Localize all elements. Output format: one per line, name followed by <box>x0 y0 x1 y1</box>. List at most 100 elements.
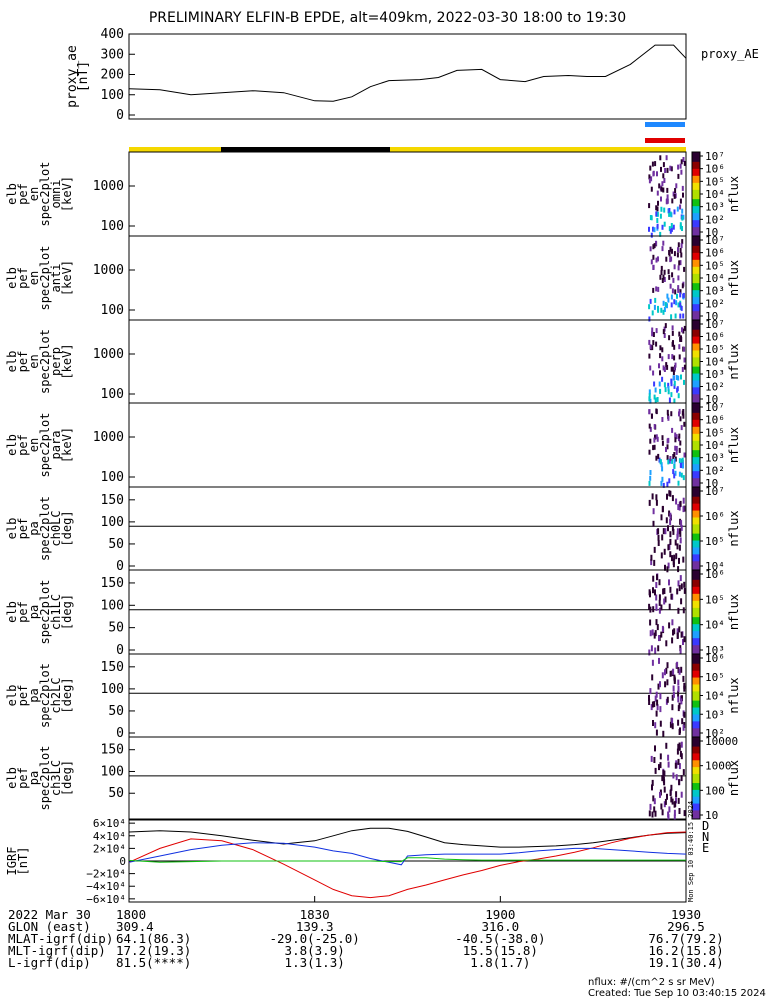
spectro-pixel <box>663 588 666 594</box>
spectro-pixel <box>674 313 677 319</box>
colorbar-swatch <box>692 768 700 772</box>
spectro-pixel <box>661 440 664 446</box>
spectro-pixel <box>653 304 656 310</box>
spectro-pixel <box>678 354 681 360</box>
spectro-pixel <box>671 427 674 433</box>
colorbar-swatch <box>692 540 700 543</box>
spectro-pixel <box>678 458 681 464</box>
spectro-pixel <box>649 688 652 695</box>
colorbar-swatch <box>692 734 700 738</box>
colorbar-swatch <box>692 727 700 731</box>
colorbar-tick-label: 10 <box>705 310 718 323</box>
colorbar-swatch <box>692 602 700 606</box>
spectro-pixel <box>670 226 673 232</box>
colorbar-swatch <box>692 373 700 376</box>
spectro-pixel <box>660 462 663 468</box>
spectro-pixel <box>655 619 658 626</box>
spectro-pixel <box>664 168 667 173</box>
spectro-pixel <box>669 456 672 461</box>
igrf-ytick-label: −4×10⁴ <box>86 880 126 893</box>
colorbar-tick-label: 10² <box>705 727 725 740</box>
spectro-pixel <box>652 720 654 726</box>
spectro-pixel <box>661 278 664 283</box>
spectro-pixel <box>676 528 679 535</box>
spectro-pixels <box>648 741 686 821</box>
spectro-pixel <box>667 754 670 761</box>
colorbar-swatch <box>692 746 700 749</box>
colorbar-swatch <box>692 778 700 781</box>
spectro-pixel <box>659 720 662 727</box>
spectro-ylabel-line: elb <box>5 767 19 789</box>
spectro-pixel <box>660 186 663 192</box>
spectro-pixel <box>680 169 683 175</box>
spectro-pixel <box>677 566 680 573</box>
spectro-ylabel-line: elb <box>5 183 19 205</box>
spectro-pixel <box>671 555 673 562</box>
colorbar-swatch <box>692 598 700 601</box>
spectro-pixel <box>655 409 658 415</box>
spectro-ylabel-line: en <box>27 271 41 285</box>
spectro-pixel <box>678 808 681 814</box>
spectro-pixel <box>663 801 666 808</box>
igrf-legend-N: N <box>702 830 709 844</box>
spectro-pixel <box>680 462 682 468</box>
colorbar-swatch <box>692 665 700 669</box>
spectro-pixel <box>667 544 670 551</box>
spectro-pixel <box>657 528 660 535</box>
colorbar-swatch <box>692 359 700 362</box>
colorbar-swatch <box>692 623 700 627</box>
spectro-pixel <box>679 302 682 308</box>
colorbar-swatch <box>692 189 700 193</box>
ae-ytick-label: 400 <box>101 27 124 42</box>
spectro-pixel <box>657 286 660 292</box>
spectro-pixel <box>649 591 651 598</box>
spectro-ytick-label: 0 <box>116 726 124 741</box>
colorbar-swatch <box>692 219 700 223</box>
spectro-pixel <box>676 748 679 755</box>
spectro-pixel <box>653 394 656 400</box>
colorbar-swatch <box>692 154 700 158</box>
spectro-pixel <box>661 505 664 512</box>
spectro-pixel <box>656 223 659 229</box>
spectro-pixel <box>679 336 682 342</box>
spectro-pixel <box>671 288 674 294</box>
colorbar-swatch <box>692 152 700 155</box>
spectro-pixel <box>673 554 676 561</box>
colorbar-swatch <box>692 695 700 699</box>
spectro-pixel <box>657 307 660 313</box>
colorbar-swatch <box>692 800 700 804</box>
spectro-pixel <box>671 458 674 464</box>
colorbar-swatch <box>692 333 700 337</box>
spectro-pixel <box>681 718 684 725</box>
spectro-pixel <box>661 809 664 816</box>
spectro-pixel <box>656 699 659 706</box>
colorbar-swatch <box>692 161 700 165</box>
spectro-ylabel-line: anti <box>49 264 63 293</box>
colorbar-swatch <box>692 461 700 465</box>
spectro-pixel <box>664 528 667 535</box>
spectro-pixel <box>663 598 666 605</box>
spectro-pixels <box>648 657 686 737</box>
spectro-pixel <box>663 367 666 372</box>
spectro-pixel <box>678 436 680 442</box>
colorbar-swatch <box>692 268 700 272</box>
colorbar-swatch <box>692 361 700 365</box>
spectro-pixel <box>678 344 681 350</box>
colorbar-swatch <box>692 644 700 648</box>
colorbar-swatch <box>692 574 700 578</box>
spectro-ytick-label: 1000 <box>93 347 124 362</box>
spectro-pixel <box>682 556 685 563</box>
spectro-pixel <box>672 685 675 692</box>
spectro-pixel <box>669 721 672 728</box>
spectro-ytick-label: 100 <box>101 598 124 613</box>
colorbar: nflux <box>691 151 741 237</box>
spectro-pixel <box>654 767 657 774</box>
spectro-pixel <box>648 649 651 656</box>
spectro-pixel <box>651 784 653 791</box>
spectro-pixel <box>652 445 655 451</box>
colorbar-swatch <box>692 384 700 388</box>
spectro-pixel <box>677 375 680 381</box>
colorbar-swatch <box>692 180 700 183</box>
